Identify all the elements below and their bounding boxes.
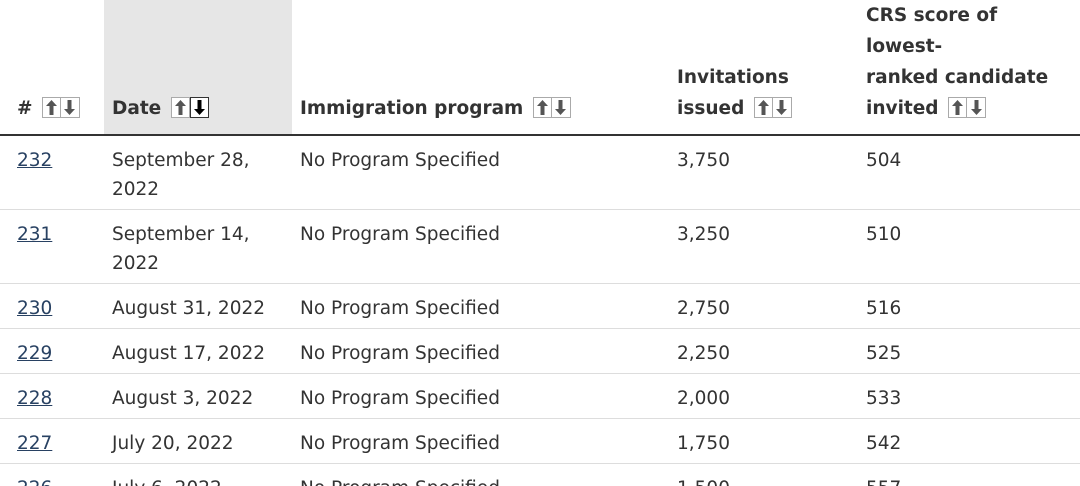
sort-ascending-button[interactable] [170, 96, 190, 118]
date-line1: September 14, [112, 223, 250, 245]
arrow-up-icon [174, 99, 186, 115]
round-link[interactable]: 226 [17, 478, 52, 486]
cell-invitations: 1,750 [669, 418, 858, 464]
sort-descending-button[interactable] [551, 96, 571, 118]
sort-controls-program [532, 96, 571, 118]
cell-invitations: 2,000 [669, 373, 858, 419]
header-row: # Date [0, 0, 1080, 136]
header-date: Date [104, 0, 292, 136]
sort-ascending-button[interactable] [948, 96, 967, 118]
cell-number: 229 [0, 328, 104, 374]
cell-crs: 542 [858, 418, 1080, 464]
cell-program: No Program Specified [292, 463, 669, 486]
round-link[interactable]: 230 [17, 297, 53, 319]
round-link[interactable]: 231 [17, 223, 53, 245]
cell-crs: 557 [858, 463, 1080, 486]
header-number: # [0, 0, 104, 136]
cell-date: August 31, 2022 [104, 283, 292, 329]
sort-controls-crs [948, 96, 986, 118]
sort-ascending-button[interactable] [753, 96, 773, 118]
cell-program: No Program Specified [292, 283, 669, 329]
sort-descending-button[interactable] [189, 96, 209, 118]
cell-invitations: 2,750 [669, 283, 858, 329]
arrow-up-icon [952, 99, 963, 115]
cell-crs: 516 [858, 283, 1080, 329]
cell-program: No Program Specified [292, 418, 669, 464]
table-row: 226 July 6, 2022 No Program Specified 1,… [0, 463, 1080, 486]
cell-date: September 28, 2022 [104, 135, 292, 210]
header-invitations-label-line1: Invitations [677, 67, 789, 88]
arrow-down-icon [555, 99, 567, 115]
arrow-up-icon [757, 99, 769, 115]
header-crs: CRS score of lowest- ranked candidate in… [858, 0, 1080, 136]
arrow-down-icon [193, 99, 205, 115]
header-invitations-label-line2: issued [677, 98, 745, 119]
header-date-label: Date [112, 98, 162, 119]
sort-ascending-button[interactable] [532, 96, 552, 118]
cell-program: No Program Specified [292, 328, 669, 374]
cell-date: July 6, 2022 [104, 463, 292, 486]
table-row: 228 August 3, 2022 No Program Specified … [0, 373, 1080, 419]
cell-crs: 504 [858, 135, 1080, 210]
arrow-down-icon [64, 99, 76, 115]
date-line1: September 28, [112, 150, 250, 171]
header-program-label: Immigration program [300, 98, 524, 119]
round-link[interactable]: 229 [17, 342, 53, 364]
sort-descending-button[interactable] [772, 96, 792, 118]
sort-controls-date [170, 96, 209, 118]
round-link[interactable]: 228 [17, 387, 53, 409]
cell-crs: 533 [858, 373, 1080, 419]
round-link[interactable]: 227 [17, 432, 53, 454]
cell-date: September 14, 2022 [104, 209, 292, 284]
arrow-down-icon [776, 99, 788, 115]
cell-crs: 510 [858, 209, 1080, 284]
cell-invitations: 3,250 [669, 209, 858, 284]
cell-program: No Program Specified [292, 209, 669, 284]
cell-invitations: 3,750 [669, 135, 858, 210]
arrow-down-icon [970, 99, 982, 115]
table-body: 232 September 28, 2022 No Program Specifi… [0, 135, 1080, 486]
table-row: 229 August 17, 2022 No Program Specified… [0, 328, 1080, 374]
sort-controls-number [41, 96, 80, 118]
date-line2: 2022 [112, 179, 160, 200]
header-crs-label-line2: ranked candidate [866, 67, 1049, 88]
cell-date: August 17, 2022 [104, 328, 292, 374]
header-number-label: # [17, 98, 33, 119]
header-crs-label-line3: invited [866, 98, 939, 119]
date-line2: 2022 [112, 252, 160, 274]
table-row: 232 September 28, 2022 No Program Specifi… [0, 135, 1080, 210]
table-header: # Date [0, 0, 1080, 136]
header-program: Immigration program [292, 0, 669, 136]
cell-invitations: 2,250 [669, 328, 858, 374]
cell-invitations: 1,500 [669, 463, 858, 486]
cell-crs: 525 [858, 328, 1080, 374]
cell-number: 228 [0, 373, 104, 419]
cell-number: 226 [0, 463, 104, 486]
table-row: 227 July 20, 2022 No Program Specified 1… [0, 418, 1080, 464]
cell-date: August 3, 2022 [104, 373, 292, 419]
sort-ascending-button[interactable] [41, 96, 61, 118]
table-row: 230 August 31, 2022 No Program Specified… [0, 283, 1080, 329]
cell-date: July 20, 2022 [104, 418, 292, 464]
cell-number: 227 [0, 418, 104, 464]
header-invitations: Invitations issued [669, 0, 858, 136]
arrow-up-icon [536, 99, 548, 115]
arrow-up-icon [45, 99, 57, 115]
cell-number: 232 [0, 135, 104, 210]
cell-program: No Program Specified [292, 135, 669, 210]
table-row: 231 September 14, 2022 No Program Specifi… [0, 209, 1080, 284]
cell-number: 230 [0, 283, 104, 329]
sort-controls-invitations [753, 96, 792, 118]
round-link[interactable]: 232 [17, 150, 53, 171]
cell-number: 231 [0, 209, 104, 284]
header-crs-label-line1: CRS score of lowest- [866, 5, 998, 57]
cell-program: No Program Specified [292, 373, 669, 419]
sort-descending-button[interactable] [60, 96, 80, 118]
sort-descending-button[interactable] [967, 96, 986, 118]
